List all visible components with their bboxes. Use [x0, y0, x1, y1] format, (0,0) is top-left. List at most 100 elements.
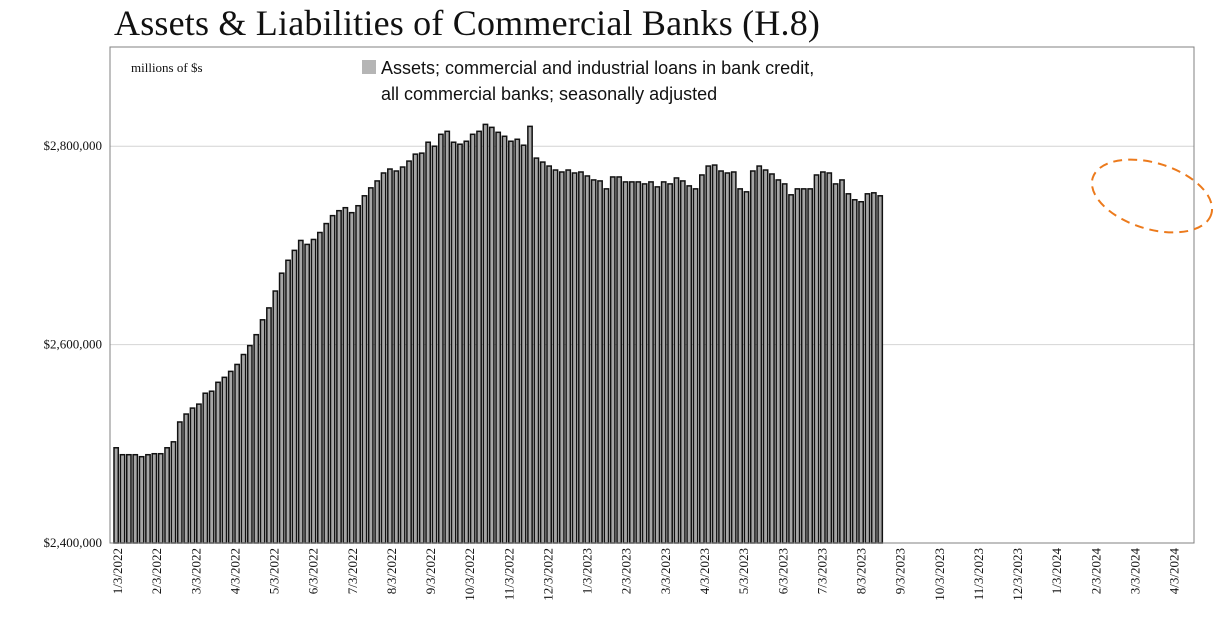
y-tick-label: $2,600,000	[44, 337, 103, 352]
bar	[826, 172, 833, 544]
bar	[635, 181, 642, 544]
bar	[119, 453, 126, 544]
bar	[138, 455, 145, 544]
bar	[679, 180, 686, 544]
bar	[202, 392, 209, 544]
bar	[565, 169, 572, 544]
bar	[597, 180, 603, 544]
bar	[660, 181, 667, 544]
bar	[851, 199, 858, 544]
bar	[304, 243, 311, 544]
bar	[788, 194, 794, 544]
bar	[393, 170, 400, 544]
y-axis: $2,400,000 $2,600,000 $2,800,000	[44, 138, 103, 550]
bar	[444, 130, 451, 544]
bar	[628, 181, 635, 544]
bar	[590, 179, 597, 544]
bar	[807, 188, 814, 544]
bar	[132, 453, 139, 544]
bar	[476, 130, 482, 544]
legend: Assets; commercial and industrial loans …	[362, 58, 814, 104]
bar	[469, 133, 476, 544]
x-tick-label: 12/3/2023	[1010, 548, 1025, 601]
bar	[145, 453, 151, 544]
bar	[622, 181, 629, 544]
x-tick-label: 3/3/2022	[188, 548, 203, 594]
x-tick-label: 2/3/2024	[1088, 548, 1103, 595]
x-tick-label: 11/3/2022	[501, 548, 516, 600]
chart-title: Assets & Liabilities of Commercial Banks…	[114, 3, 821, 43]
x-tick-label: 10/3/2022	[462, 548, 477, 601]
bar	[711, 164, 718, 544]
bar	[425, 141, 432, 544]
x-axis: 1/3/2022 2/3/2022 3/3/2022 4/3/2022 5/3/2022…	[110, 548, 1182, 601]
bar	[215, 381, 221, 544]
bar	[730, 171, 737, 544]
bar	[482, 123, 489, 544]
bar	[539, 161, 546, 544]
bar	[533, 157, 540, 544]
legend-label-line2: all commercial banks; seasonally adjuste…	[381, 84, 717, 104]
bar	[278, 272, 285, 544]
bar	[781, 183, 788, 544]
x-tick-label: 2/3/2022	[149, 548, 164, 594]
bar	[367, 187, 374, 544]
bar	[227, 370, 234, 544]
bar	[234, 363, 241, 544]
bar	[176, 421, 183, 544]
bar	[183, 413, 190, 544]
x-tick-label: 3/3/2024	[1127, 548, 1142, 595]
bar	[297, 239, 304, 544]
bar	[800, 188, 807, 544]
x-tick-label: 1/3/2023	[580, 548, 595, 594]
bar	[571, 172, 578, 544]
bar	[329, 214, 336, 544]
bar	[196, 403, 202, 544]
bar	[457, 143, 463, 544]
x-tick-label: 8/3/2023	[854, 548, 869, 594]
x-tick-label: 6/3/2023	[775, 548, 790, 594]
highlight-annotation	[1090, 158, 1214, 234]
x-tick-label: 5/3/2022	[267, 548, 282, 594]
bar	[437, 133, 444, 544]
bar	[266, 307, 272, 544]
bar	[832, 183, 839, 544]
bar	[336, 209, 342, 544]
bar	[603, 188, 610, 544]
bar	[813, 174, 820, 544]
bar	[208, 390, 215, 544]
bar	[380, 172, 387, 544]
bar	[450, 141, 457, 544]
bar	[164, 447, 170, 544]
bar	[578, 171, 584, 544]
bar	[399, 166, 406, 544]
bar	[342, 206, 349, 544]
x-tick-label: 1/3/2022	[110, 548, 125, 594]
bar	[272, 290, 279, 544]
bar	[221, 376, 228, 544]
bar	[157, 452, 164, 544]
bar	[374, 180, 381, 544]
bar	[692, 188, 699, 544]
bar	[246, 344, 253, 544]
bar	[316, 231, 323, 544]
bar	[718, 170, 724, 544]
plot-frame	[109, 46, 1195, 544]
x-tick-label: 4/3/2022	[227, 548, 242, 594]
bar	[724, 172, 731, 544]
bar	[743, 191, 750, 544]
bar	[558, 171, 565, 544]
bar	[756, 165, 763, 544]
bar	[546, 165, 553, 544]
x-tick-label: 6/3/2022	[306, 548, 321, 594]
bar	[705, 165, 712, 544]
bar	[648, 181, 654, 544]
bar	[508, 140, 514, 544]
bar	[412, 153, 419, 544]
bar	[609, 176, 616, 544]
x-tick-label: 4/3/2023	[697, 548, 712, 594]
bar	[858, 201, 864, 544]
bar	[877, 195, 884, 544]
bar	[839, 179, 845, 544]
